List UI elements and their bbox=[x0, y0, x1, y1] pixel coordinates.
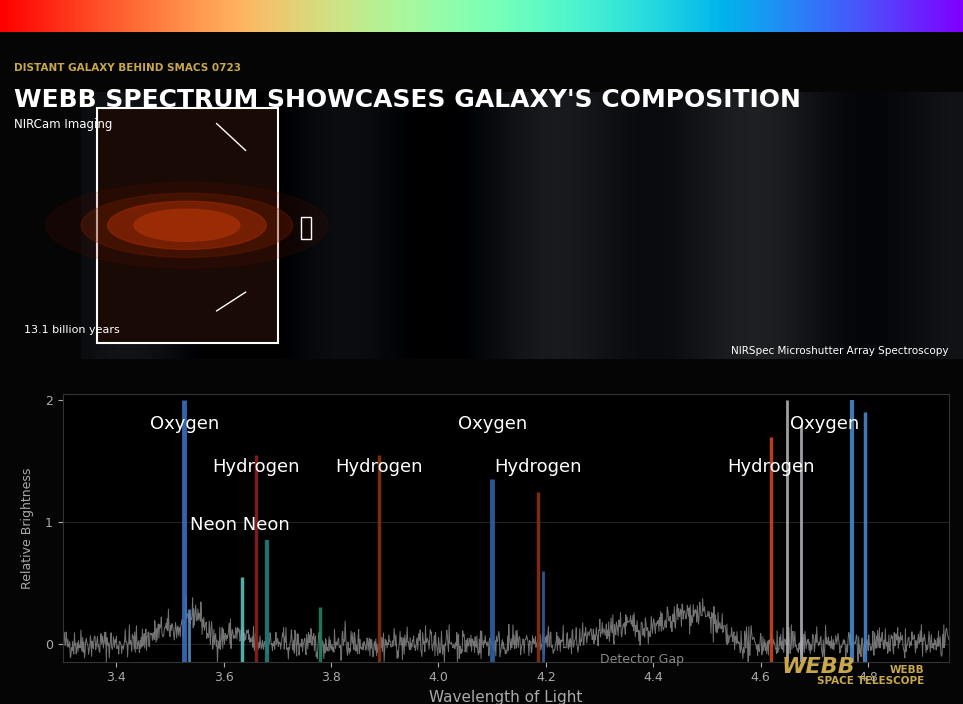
Circle shape bbox=[46, 182, 328, 268]
Text: Hydrogen: Hydrogen bbox=[728, 458, 815, 476]
Y-axis label: Relative Brightness: Relative Brightness bbox=[21, 467, 34, 589]
Text: Hydrogen: Hydrogen bbox=[494, 458, 582, 476]
Bar bbox=[300, 218, 311, 239]
Text: 13.1 billion years: 13.1 billion years bbox=[24, 325, 119, 335]
Text: Hydrogen: Hydrogen bbox=[212, 458, 299, 476]
Text: DISTANT GALAXY BEHIND SMACS 0723: DISTANT GALAXY BEHIND SMACS 0723 bbox=[14, 63, 242, 73]
Text: NIRCam Imaging: NIRCam Imaging bbox=[14, 118, 113, 131]
Text: Oxygen: Oxygen bbox=[457, 415, 527, 433]
Text: Neon Neon: Neon Neon bbox=[190, 516, 290, 534]
Circle shape bbox=[134, 209, 240, 241]
Text: NIRSpec Microshutter Array Spectroscopy: NIRSpec Microshutter Array Spectroscopy bbox=[731, 346, 949, 356]
Text: Oxygen: Oxygen bbox=[791, 415, 860, 433]
Text: Hydrogen: Hydrogen bbox=[336, 458, 423, 476]
Text: WEBB SPECTRUM SHOWCASES GALAXY'S COMPOSITION: WEBB SPECTRUM SHOWCASES GALAXY'S COMPOSI… bbox=[14, 88, 801, 112]
Text: Detector Gap: Detector Gap bbox=[601, 653, 685, 666]
Bar bbox=[97, 108, 277, 343]
Text: Oxygen: Oxygen bbox=[150, 415, 220, 433]
X-axis label: Wavelength of Light
microns: Wavelength of Light microns bbox=[429, 690, 583, 704]
Circle shape bbox=[81, 193, 293, 258]
Text: WEBB
SPACE TELESCOPE: WEBB SPACE TELESCOPE bbox=[818, 665, 924, 686]
Circle shape bbox=[108, 201, 267, 249]
Text: WEBB: WEBB bbox=[782, 658, 855, 677]
